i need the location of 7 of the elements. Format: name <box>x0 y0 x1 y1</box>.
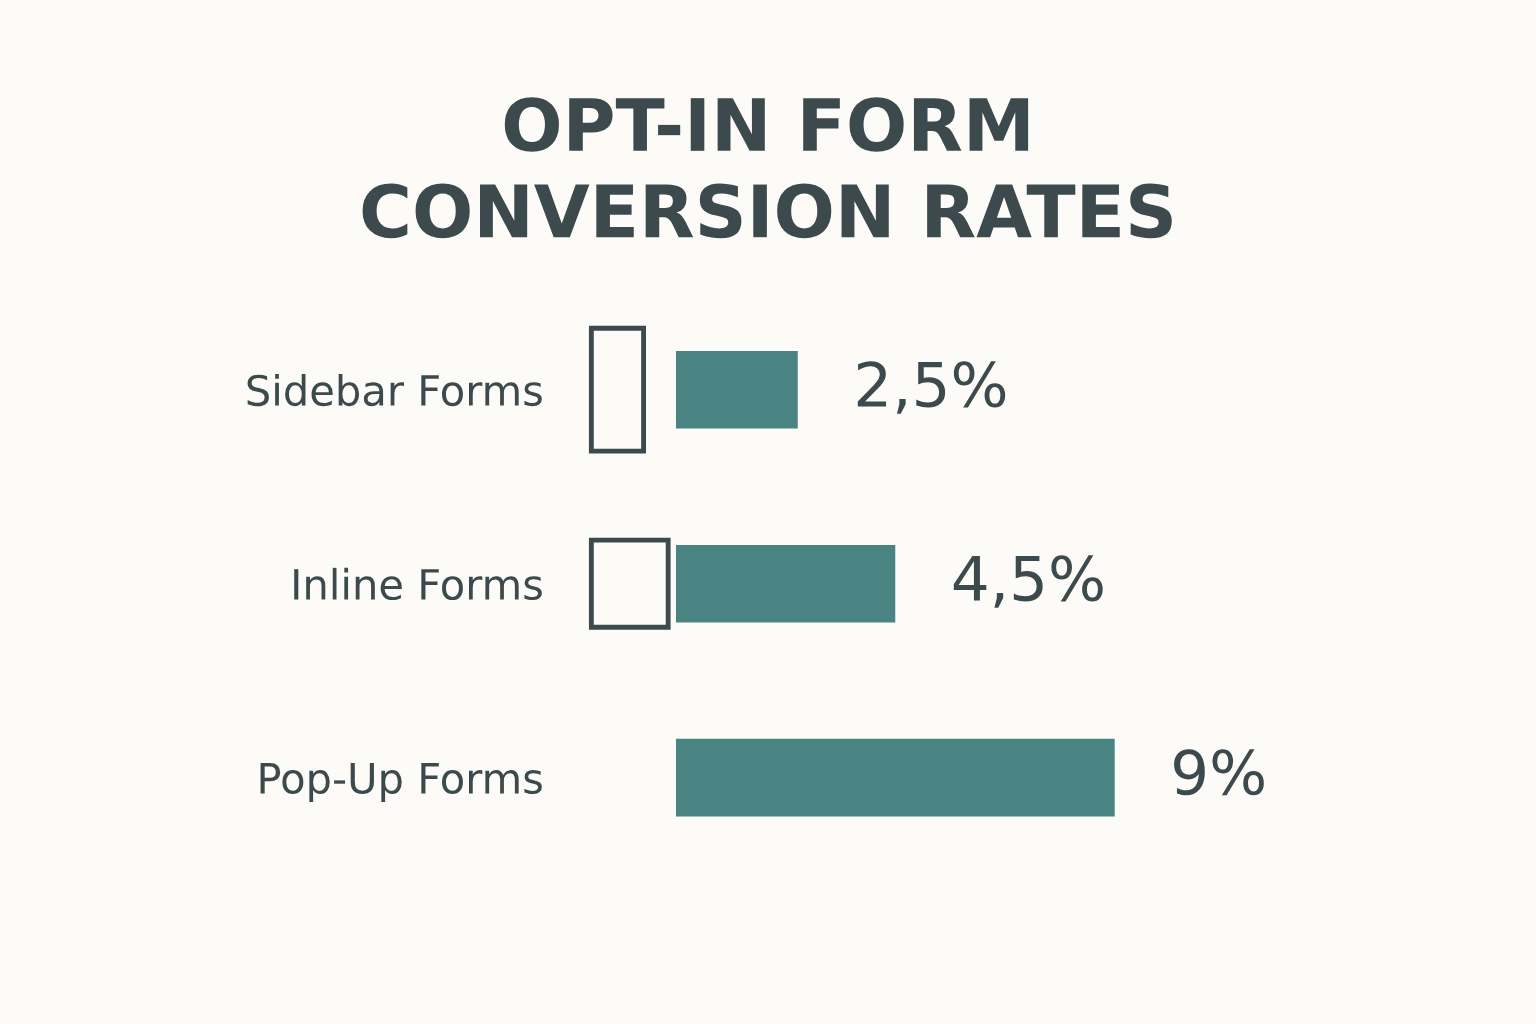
data-label: 4,5% <box>953 555 1103 608</box>
y-tick-label: Pop-Up Forms <box>260 763 542 803</box>
chart-title: OPT-IN FORM CONVERSION RATES <box>362 97 1172 239</box>
data-label: 2,5% <box>857 361 1006 414</box>
y-tick-label: Sidebar Forms <box>247 373 542 407</box>
y-tick-label: Inline Forms <box>294 567 542 601</box>
data-label: 9% <box>1174 749 1264 796</box>
